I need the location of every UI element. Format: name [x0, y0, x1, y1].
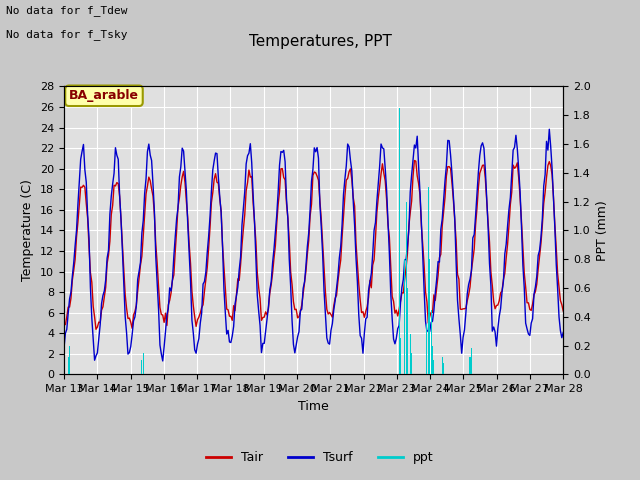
X-axis label: Time: Time: [298, 400, 329, 413]
Bar: [432, 346, 433, 374]
Text: BA_arable: BA_arable: [69, 89, 139, 102]
Bar: [428, 187, 429, 374]
Bar: [471, 348, 472, 374]
Bar: [429, 259, 430, 374]
Text: Temperatures, PPT: Temperatures, PPT: [248, 34, 392, 48]
Bar: [141, 360, 143, 374]
Bar: [69, 346, 70, 374]
Bar: [410, 334, 411, 374]
Bar: [407, 288, 408, 374]
Y-axis label: Temperature (C): Temperature (C): [22, 180, 35, 281]
Bar: [143, 353, 144, 374]
Y-axis label: PPT (mm): PPT (mm): [596, 200, 609, 261]
Bar: [433, 360, 435, 374]
Bar: [411, 353, 412, 374]
Bar: [400, 338, 401, 374]
Bar: [442, 357, 443, 374]
Legend: Tair, Tsurf, ppt: Tair, Tsurf, ppt: [202, 446, 438, 469]
Text: No data for f_Tsky: No data for f_Tsky: [6, 29, 128, 40]
Bar: [404, 259, 405, 374]
Bar: [426, 324, 428, 374]
Bar: [443, 363, 444, 374]
Text: No data for f_Tdew: No data for f_Tdew: [6, 5, 128, 16]
